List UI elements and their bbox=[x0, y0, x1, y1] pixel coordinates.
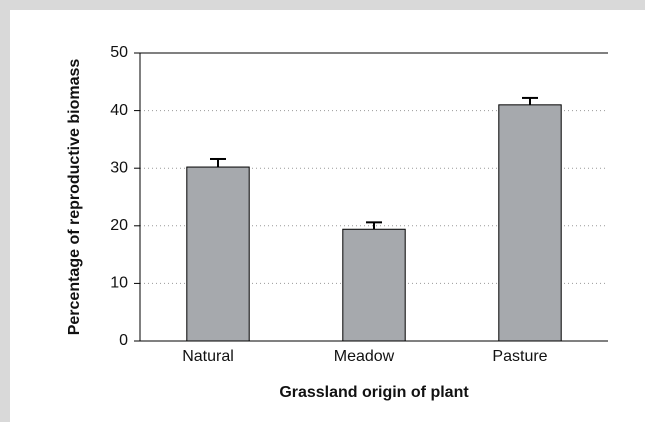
y-tick-label: 40 bbox=[110, 102, 128, 119]
x-tick-label: Meadow bbox=[334, 348, 395, 365]
x-tick-label: Natural bbox=[182, 348, 234, 365]
y-axis-title: Percentage of reproductive biomass bbox=[66, 59, 83, 336]
bar bbox=[498, 104, 562, 342]
bar bbox=[186, 166, 250, 342]
y-tick-label: 10 bbox=[110, 275, 128, 292]
y-tick-label: 50 bbox=[110, 44, 128, 61]
x-tick-label: Pasture bbox=[492, 348, 547, 365]
frame-left bbox=[0, 0, 10, 422]
x-axis-title: Grassland origin of plant bbox=[279, 384, 469, 401]
y-tick-label: 0 bbox=[119, 332, 128, 349]
y-tick-label: 30 bbox=[110, 159, 128, 176]
y-tick-label: 20 bbox=[110, 217, 128, 234]
bar bbox=[342, 228, 406, 342]
frame-top bbox=[0, 0, 645, 10]
